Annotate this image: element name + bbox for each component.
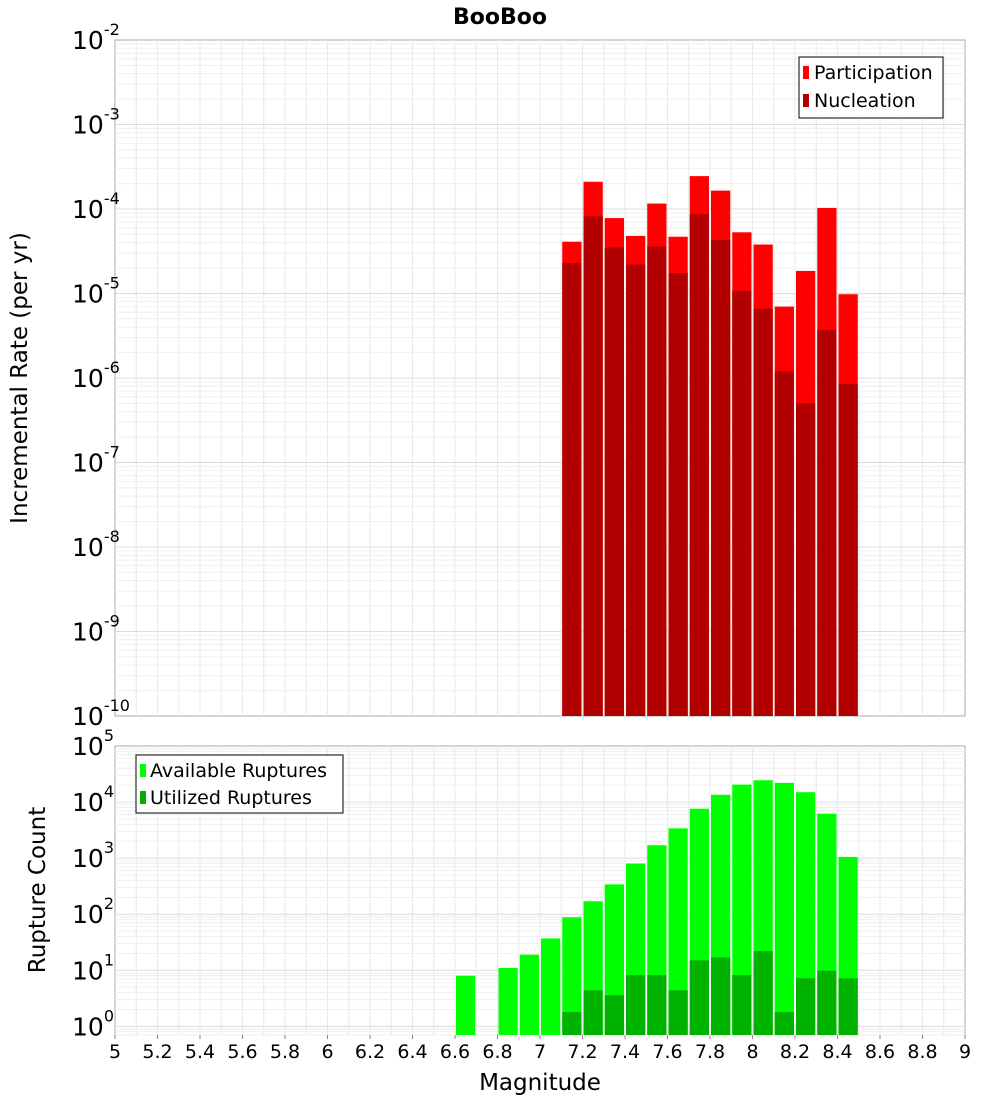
bottom-bar-series2 (838, 978, 858, 1035)
bottom-bar-series1 (519, 954, 539, 1035)
bottom-y-tick-label: 103 (72, 838, 114, 873)
bottom-bar-series2 (732, 975, 752, 1035)
bottom-bar-series1 (668, 828, 688, 1035)
x-ticks: 5 5.2 5.4 5.6 5.8 6 6.2 6.4 6.6 6.8 7 7.2 7.4 7.6 7.8 8… (109, 1035, 971, 1063)
bottom-bar-series2 (689, 960, 709, 1035)
bottom-bar-series2 (647, 975, 667, 1035)
bottom-y-tick-label: 101 (72, 950, 114, 985)
top-y-tick-label: 10-5 (72, 274, 120, 309)
bottom-bar-series2 (774, 1012, 794, 1035)
bottom-bar-series1 (732, 784, 752, 1035)
top-grid (115, 40, 965, 716)
bottom-bar-series2 (604, 995, 624, 1035)
top-bar-series2 (838, 383, 858, 716)
x-tick-label: 7.6 (652, 1041, 682, 1063)
top-legend-box (798, 56, 944, 119)
top-bar-series2 (774, 371, 794, 716)
legend-label-nucleation: Nucleation (814, 90, 916, 112)
bottom-bar-series2 (562, 1012, 582, 1035)
x-tick-label: 8.4 (822, 1041, 852, 1063)
top-y-tick-label: 10-4 (72, 189, 120, 224)
x-tick-label: 5.4 (185, 1041, 215, 1063)
top-panel: 10-2 10-3 10-4 10-5 10-6 10-7 10-8 10-9 10-10 In… (7, 20, 966, 731)
bottom-legend-box (135, 754, 344, 814)
top-y-tick-label: 10-8 (72, 527, 120, 562)
x-tick-label: 8.8 (907, 1041, 937, 1063)
x-tick-label: 5.8 (270, 1041, 300, 1063)
x-tick-label: 7.4 (610, 1041, 640, 1063)
bottom-bar-series1 (456, 975, 476, 1035)
bottom-bar-series2 (817, 970, 837, 1035)
x-tick-label: 9 (959, 1041, 971, 1063)
top-bar-series2 (583, 216, 603, 717)
bottom-bar-series1 (796, 792, 816, 1035)
bottom-y-tick-label: 105 (72, 726, 114, 761)
x-tick-label: 8 (746, 1041, 758, 1063)
x-tick-label: 8.6 (865, 1041, 895, 1063)
top-y-tick-label: 10-6 (72, 358, 120, 393)
top-legend: Participation Nucleation (798, 56, 944, 119)
bottom-bar-series2 (711, 957, 731, 1035)
legend-swatch-utilized (140, 791, 146, 804)
bottom-y-tick-label: 100 (72, 1006, 114, 1041)
x-tick-label: 6.4 (397, 1041, 427, 1063)
x-tick-label: 6.6 (440, 1041, 470, 1063)
bottom-panel: 105 104 103 102 101 100 5 5.2 5.4 5.6 5.8 6 6.2 6.4 6… (25, 726, 971, 1096)
top-bars (562, 176, 858, 717)
legend-label-available: Available Ruptures (150, 760, 327, 782)
top-bar-series2 (604, 247, 624, 716)
bottom-bar-series2 (668, 990, 688, 1035)
top-y-tick-label: 10-7 (72, 443, 120, 478)
x-tick-label: 5.6 (227, 1041, 257, 1063)
top-bar-series2 (689, 214, 709, 716)
bottom-y-axis-label: Rupture Count (25, 807, 51, 973)
top-bar-series2 (668, 272, 688, 716)
top-bar-series2 (711, 239, 731, 716)
bottom-bar-series1 (774, 782, 794, 1035)
top-bar-series2 (753, 308, 773, 716)
chart-title: BooBoo (453, 5, 547, 30)
legend-swatch-nucleation (803, 94, 809, 107)
bottom-bar-series1 (562, 917, 582, 1035)
bottom-bar-series1 (498, 967, 518, 1035)
top-y-tick-label: 10-3 (72, 105, 120, 140)
x-tick-label: 7.2 (567, 1041, 597, 1063)
top-y-axis-label: Incremental Rate (per yr) (7, 232, 33, 524)
x-tick-label: 6.8 (482, 1041, 512, 1063)
top-bar-series2 (817, 329, 837, 716)
x-tick-label: 7.8 (695, 1041, 725, 1063)
top-y-tick-label: 10-9 (72, 612, 120, 647)
bottom-bar-series2 (583, 990, 603, 1035)
top-bar-series2 (626, 264, 646, 716)
bottom-legend: Available Ruptures Utilized Ruptures (135, 754, 344, 814)
top-y-ticks: 10-2 10-3 10-4 10-5 10-6 10-7 10-8 10-9 10-10 (72, 20, 130, 731)
x-tick-label: 6 (321, 1041, 333, 1063)
top-bar-series2 (647, 246, 667, 716)
x-tick-label: 6.2 (355, 1041, 385, 1063)
bottom-bar-series2 (753, 951, 773, 1035)
legend-swatch-available (140, 764, 146, 777)
legend-swatch-participation (803, 66, 809, 79)
x-tick-label: 7 (534, 1041, 546, 1063)
top-y-tick-label: 10-2 (72, 20, 120, 55)
bottom-bar-series1 (541, 938, 561, 1035)
x-tick-label: 5 (109, 1041, 121, 1063)
bottom-bars (456, 780, 858, 1035)
top-bar-series2 (732, 290, 752, 716)
bottom-y-tick-label: 102 (72, 894, 114, 929)
legend-label-participation: Participation (814, 62, 933, 84)
top-bar-series2 (796, 403, 816, 716)
bottom-y-tick-label: 104 (72, 782, 114, 817)
top-y-tick-label: 10-10 (72, 696, 130, 731)
x-axis-label: Magnitude (479, 1070, 601, 1096)
bottom-bar-series2 (626, 975, 646, 1035)
legend-label-utilized: Utilized Ruptures (150, 787, 312, 809)
bottom-bar-series2 (796, 978, 816, 1035)
bottom-y-ticks: 105 104 103 102 101 100 (72, 726, 114, 1041)
x-tick-label: 5.2 (142, 1041, 172, 1063)
x-tick-label: 8.2 (780, 1041, 810, 1063)
top-bar-series2 (562, 262, 582, 716)
